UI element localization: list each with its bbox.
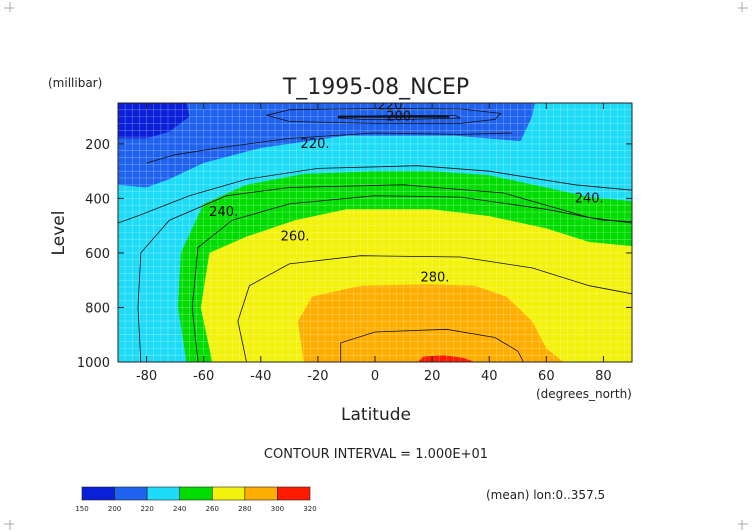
- contour-label: 200.: [386, 110, 415, 125]
- y-axis-label: Level: [49, 211, 69, 256]
- colorbar-tick-label: 150: [75, 505, 88, 513]
- x-tick-label: 0: [371, 369, 379, 384]
- chart-title: T_1995-08_NCEP: [282, 75, 469, 100]
- colorbar: 150 200 220 240 260 280 300 320: [75, 486, 317, 513]
- x-tick-label: -20: [307, 369, 328, 384]
- colorbar-swatch: [81, 486, 115, 501]
- contour-label: 260.: [281, 230, 310, 245]
- contour-label: 240.: [575, 191, 604, 206]
- contour-label: 220.: [378, 99, 407, 114]
- x-tick-label: -60: [193, 369, 214, 384]
- axes: -80 -60 -40 -20 0 20 40 60 80 200 400 600 800 1000: [77, 102, 633, 384]
- contour-line-6: [237, 255, 632, 362]
- colorbar-swatch: [114, 486, 148, 501]
- colorbar-tick-label: 320: [303, 505, 316, 513]
- x-tick-label: 40: [481, 369, 498, 384]
- contour-label: 240.: [209, 205, 238, 220]
- colorbar-tick-label: 240: [173, 505, 186, 513]
- y-tick-label: 800: [85, 301, 110, 316]
- contour-interval-text: CONTOUR INTERVAL = 1.000E+01: [264, 447, 488, 462]
- y-tick-label: 600: [85, 247, 110, 262]
- footnote: (mean) lon:0..357.5: [486, 488, 605, 502]
- colorbar-swatch: [179, 486, 213, 501]
- colorbar-tick-label: 200: [108, 505, 121, 513]
- plot-area: 220.200.220.240.260.280.240.: [118, 99, 632, 362]
- y-tick-label: 200: [85, 138, 110, 153]
- contour-line-7: [340, 328, 524, 362]
- contour-line-3: [118, 165, 632, 224]
- corner-marks: [4, 2, 748, 530]
- y-tick-label: 1000: [77, 356, 110, 371]
- contour-fill-300: [297, 284, 564, 362]
- x-axis-label: Latitude: [341, 405, 411, 425]
- colorbar-swatch: [211, 486, 246, 501]
- y-tick-label: 400: [85, 192, 110, 207]
- colorbar-swatch: [244, 486, 278, 501]
- colorbar-tick-label: 300: [271, 505, 284, 513]
- x-units-label: (degrees_north): [536, 387, 632, 401]
- contour-fill-200: [118, 103, 190, 139]
- colorbar-swatch: [277, 486, 311, 501]
- y-units-label: (millibar): [48, 76, 102, 90]
- x-tick-label: 60: [538, 369, 555, 384]
- colorbar-tick-label: 220: [140, 505, 153, 513]
- x-tick-label: 80: [595, 369, 612, 384]
- contour-line-2: [146, 132, 513, 164]
- x-tick-label: -40: [250, 369, 271, 384]
- x-tick-label: -80: [136, 369, 157, 384]
- colorbar-tick-label: 260: [206, 505, 219, 513]
- contour-line-4: [137, 184, 632, 362]
- contour-line-1: [266, 108, 502, 124]
- contour-fill-220: [118, 103, 535, 188]
- x-tick-label: 20: [424, 369, 441, 384]
- colorbar-tick-label: 280: [238, 505, 251, 513]
- colorbar-swatch: [146, 486, 181, 501]
- contour-label: 220.: [301, 137, 330, 152]
- contour-line-5: [191, 195, 632, 362]
- contour-label: 280.: [420, 270, 449, 285]
